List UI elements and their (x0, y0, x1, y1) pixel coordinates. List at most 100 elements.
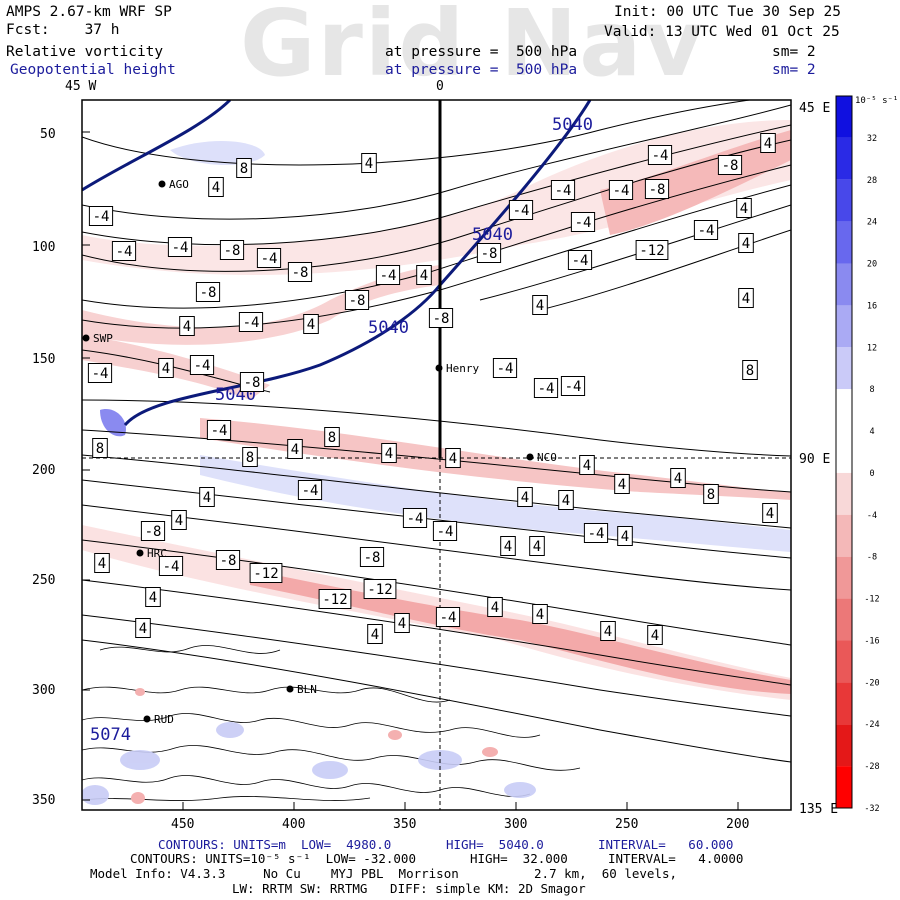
vorticity-label: -8 (364, 550, 381, 566)
vorticity-label: 4 (742, 236, 750, 252)
vorticity-label-box (140, 521, 166, 541)
colorbar-swatch (836, 137, 852, 180)
vorticity-label-box (742, 360, 758, 380)
colorbar-label: 28 (867, 176, 877, 186)
vorticity-label-box (760, 133, 776, 153)
height-label: 5040 (472, 225, 513, 245)
vorticity-label: 4 (766, 506, 774, 522)
model-title: AMPS 2.67-km WRF SP (6, 4, 172, 20)
vorticity-label: -4 (407, 511, 424, 527)
colorbar-label: 4 (869, 427, 874, 437)
footer-vorticity-high: HIGH= 32.000 (470, 851, 568, 866)
y-tick-label: 300 (32, 683, 55, 698)
vorticity-label-box (736, 198, 752, 218)
colorbar-swatch (836, 766, 852, 808)
valid-time: Valid: 13 UTC Wed 01 Oct 25 (604, 24, 840, 40)
vorticity-label: 4 (674, 471, 682, 487)
vorticity-label: 4 (521, 490, 529, 506)
colorbar-swatch (836, 682, 852, 725)
station-marker (82, 334, 90, 342)
colorbar-label: -28 (864, 762, 879, 772)
vorticity-label: -8 (292, 265, 309, 281)
vorticity-label-box (600, 621, 616, 641)
y-tick-label: 250 (32, 573, 55, 588)
vorticity-label-box (558, 490, 574, 510)
vorticity-label-box (158, 358, 174, 378)
vorticity-label: -12 (322, 592, 347, 608)
vorticity-label: 4 (420, 268, 428, 284)
vorticity-label-box (635, 240, 669, 260)
vorticity-label-box (381, 443, 397, 463)
vorticity-label: -8 (220, 553, 237, 569)
lon-label-right-mid: 90 E (799, 452, 830, 467)
colorbar-swatch (836, 221, 852, 264)
vorticity-label-box (287, 439, 303, 459)
vorticity-label: -4 (440, 610, 457, 626)
vorticity-label: 8 (707, 487, 715, 503)
vorticity-label: 8 (746, 363, 754, 379)
vorticity-label-box (179, 316, 195, 336)
colorbar-label: 0 (869, 469, 874, 479)
colorbar-swatch (836, 305, 852, 348)
vorticity-label-box (517, 487, 533, 507)
vorticity-label: 4 (307, 317, 315, 333)
vorticity-label-box (532, 295, 548, 315)
footer-vorticity-contours: CONTOURS: UNITS=10⁻⁵ s⁻¹ LOW= -32.000 (130, 851, 416, 866)
vorticity-label-box (487, 597, 503, 617)
vorticity-label: -4 (513, 203, 530, 219)
vorticity-label: 4 (203, 490, 211, 506)
vorticity-label: 4 (98, 556, 106, 572)
x-tick-label: 250 (615, 817, 638, 832)
vorticity-label: 4 (491, 600, 499, 616)
colorbar-label: -16 (864, 636, 879, 646)
colorbar-swatch (836, 472, 852, 515)
vorticity-label-box (445, 448, 461, 468)
vorticity-label-box (647, 145, 673, 165)
vorticity-label-box (239, 372, 265, 392)
station-marker (136, 549, 144, 557)
vorticity-label: -4 (302, 483, 319, 499)
vorticity-label-box (171, 510, 187, 530)
y-tick-label: 200 (32, 463, 55, 478)
vorticity-label-box (529, 536, 545, 556)
vorticity-label-box (533, 378, 559, 398)
colorbar-label: 12 (867, 343, 877, 353)
vorticity-label: -8 (224, 243, 241, 259)
vorticity-label-box (318, 589, 352, 609)
vorticity-label: -4 (380, 268, 397, 284)
colorbar-swatch (836, 556, 852, 599)
vorticity-label: -4 (497, 361, 514, 377)
vorticity-label: -4 (243, 315, 260, 331)
x-tick-label: 200 (726, 817, 749, 832)
vorticity-label: -4 (555, 183, 572, 199)
field-geopotential-height: Geopotential height (10, 62, 176, 78)
vorticity-label-box (303, 314, 319, 334)
vorticity-label-box (236, 158, 252, 178)
vorticity-label-box (670, 468, 686, 488)
colorbar-swatch (836, 389, 852, 432)
vorticity-label: 4 (212, 180, 220, 196)
vorticity-label: -4 (613, 183, 630, 199)
vorticity-label-box (256, 248, 282, 268)
vorticity-label-box (579, 455, 595, 475)
colorbar-label: -8 (867, 553, 877, 563)
lon-label-top-mid: 0 (436, 79, 444, 94)
vorticity-label: 4 (291, 442, 299, 458)
vorticity-label-box (394, 613, 410, 633)
vorticity-label-box (762, 503, 778, 523)
footer-height-interval: INTERVAL= 60.000 (598, 837, 734, 852)
height-label: 5040 (552, 115, 593, 135)
vorticity-label: -4 (575, 215, 592, 231)
vorticity-label-box (297, 480, 323, 500)
vorticity-label-box (560, 376, 586, 396)
vorticity-label: -12 (367, 582, 392, 598)
vorticity-label: -8 (349, 293, 366, 309)
vorticity-positive-band (200, 455, 791, 552)
vorticity-label-box (570, 212, 596, 232)
vorticity-contours (82, 100, 791, 763)
x-tick-label: 400 (282, 817, 305, 832)
vorticity-label-box (344, 290, 370, 310)
vorticity-label-box (550, 180, 576, 200)
vorticity-label: -4 (588, 526, 605, 542)
vorticity-label: -4 (437, 524, 454, 540)
